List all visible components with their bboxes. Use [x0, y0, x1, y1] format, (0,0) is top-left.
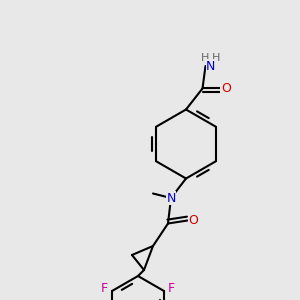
- Text: H: H: [212, 53, 220, 64]
- Text: N: N: [206, 59, 216, 73]
- Text: H: H: [201, 53, 210, 64]
- Text: F: F: [101, 282, 108, 295]
- Text: F: F: [168, 282, 175, 295]
- Text: O: O: [221, 82, 231, 95]
- Text: N: N: [166, 191, 176, 205]
- Text: O: O: [189, 214, 198, 227]
